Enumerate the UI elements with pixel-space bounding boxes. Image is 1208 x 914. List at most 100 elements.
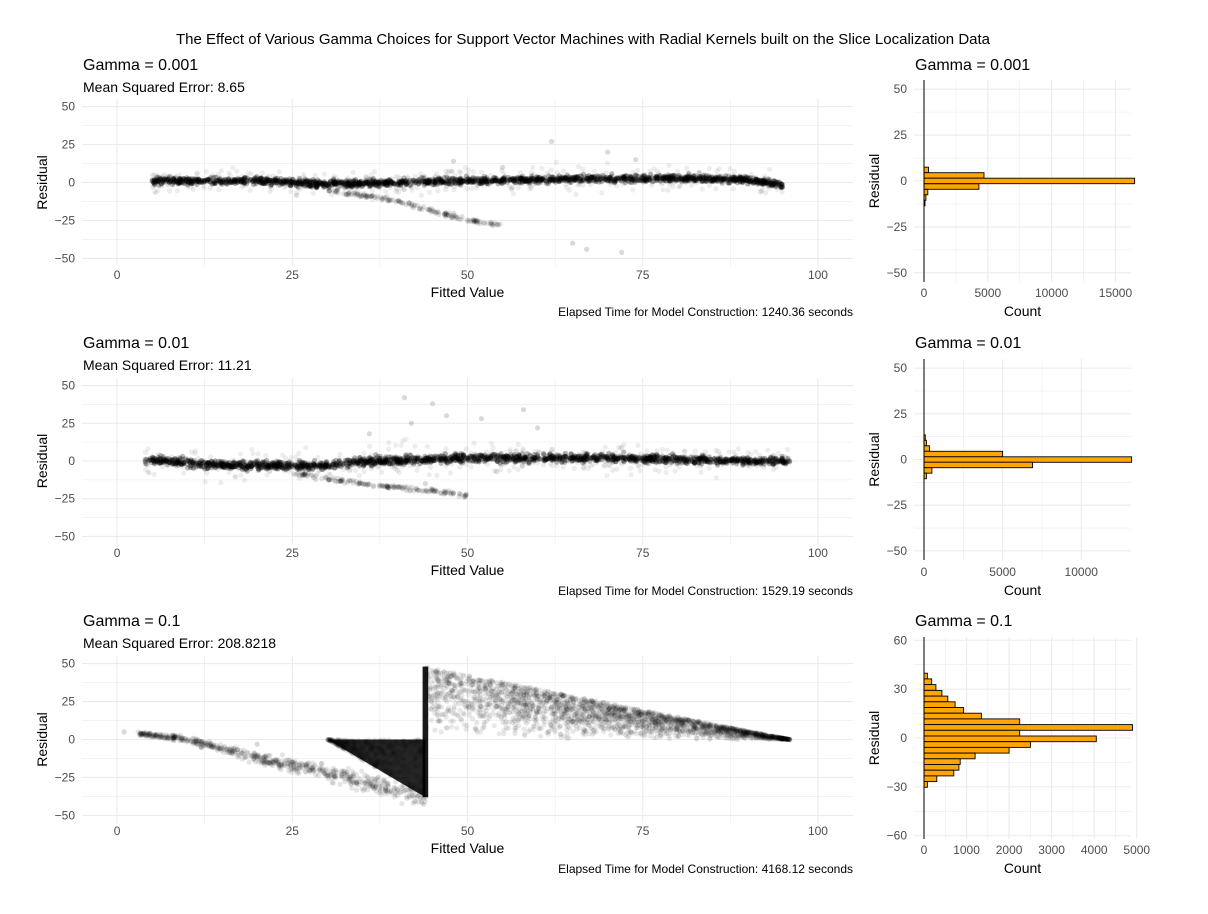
scatter-point bbox=[283, 179, 289, 185]
scatter-point bbox=[708, 174, 715, 180]
scatter-point bbox=[394, 454, 401, 461]
scatter-point bbox=[662, 173, 668, 179]
scatter-point bbox=[443, 413, 450, 419]
scatter-point bbox=[337, 463, 343, 469]
panel-caption: Elapsed Time for Model Construction: 152… bbox=[558, 584, 853, 598]
scatter-point bbox=[530, 459, 537, 465]
scatter-point bbox=[773, 464, 779, 470]
scatter-point bbox=[218, 179, 225, 186]
scatter-point bbox=[569, 175, 575, 181]
scatter-point bbox=[332, 179, 338, 185]
scatter-point bbox=[774, 180, 780, 186]
scatter-point bbox=[550, 454, 557, 460]
scatter-point bbox=[174, 176, 180, 182]
scatter-point bbox=[528, 177, 534, 183]
scatter-point bbox=[188, 184, 194, 190]
scatter-point bbox=[166, 459, 172, 466]
scatter-point bbox=[263, 452, 269, 459]
scatter-point bbox=[288, 454, 294, 460]
scatter-point bbox=[646, 177, 653, 183]
scatter-point bbox=[613, 177, 619, 183]
scatter-point bbox=[643, 176, 649, 182]
scatter-point bbox=[470, 168, 476, 174]
scatter-point bbox=[357, 480, 363, 486]
scatter-point bbox=[465, 179, 471, 185]
scatter-point bbox=[771, 452, 777, 458]
scatter-point bbox=[694, 180, 700, 186]
scatter-point bbox=[630, 176, 636, 182]
scatter-point bbox=[690, 453, 696, 459]
scatter-point bbox=[406, 452, 412, 458]
scatter-point bbox=[510, 191, 517, 197]
scatter-point bbox=[276, 169, 282, 175]
scatter-point bbox=[385, 484, 391, 490]
scatter-point bbox=[294, 180, 300, 186]
scatter-point bbox=[457, 464, 463, 470]
scatter-point bbox=[369, 465, 375, 472]
y-axis-label: Residual bbox=[34, 155, 50, 209]
scatter-point bbox=[775, 450, 782, 456]
scatter-point bbox=[478, 169, 485, 175]
scatter-point bbox=[575, 164, 582, 170]
scatter-point bbox=[344, 461, 350, 468]
scatter-point bbox=[666, 163, 672, 169]
scatter-point bbox=[484, 449, 490, 455]
scatter-point bbox=[585, 465, 591, 471]
scatter-point bbox=[602, 463, 608, 469]
scatter-point bbox=[358, 193, 364, 199]
scatter-point bbox=[330, 177, 336, 183]
scatter-point bbox=[497, 179, 504, 185]
scatter-point bbox=[591, 175, 597, 181]
scatter-point bbox=[526, 180, 533, 186]
scatter-point bbox=[748, 171, 754, 177]
scatter-point bbox=[263, 176, 270, 182]
scatter-point bbox=[709, 177, 715, 183]
scatter-point bbox=[337, 451, 343, 457]
scatter-point bbox=[369, 187, 375, 193]
scatter-point bbox=[510, 178, 516, 184]
scatter-point bbox=[649, 458, 655, 464]
scatter-point bbox=[562, 174, 569, 180]
scatter-point bbox=[521, 178, 528, 184]
scatter-point bbox=[469, 179, 476, 185]
scatter-point bbox=[537, 179, 543, 185]
scatter-point bbox=[710, 175, 716, 181]
y-tick-label: 0 bbox=[68, 176, 75, 190]
scatter-point bbox=[464, 179, 470, 185]
scatter-point bbox=[748, 181, 754, 187]
panel-title: Gamma = 0.01 bbox=[83, 335, 189, 352]
scatter-point bbox=[314, 184, 320, 191]
scatter-point bbox=[604, 473, 610, 479]
scatter-point bbox=[580, 449, 586, 455]
scatter-point bbox=[478, 416, 485, 422]
scatter-point bbox=[386, 446, 392, 452]
scatter-point bbox=[476, 176, 483, 182]
scatter-point bbox=[444, 183, 450, 189]
scatter-point bbox=[437, 177, 443, 183]
scatter-point bbox=[180, 178, 186, 185]
scatter-point bbox=[485, 177, 491, 183]
scatter-point bbox=[637, 468, 643, 474]
scatter-point bbox=[354, 183, 360, 189]
scatter-point bbox=[529, 170, 535, 176]
scatter-point bbox=[269, 182, 275, 188]
scatter-point bbox=[450, 175, 456, 181]
scatter-point bbox=[759, 180, 765, 186]
scatter-point bbox=[218, 180, 224, 186]
scatter-point bbox=[732, 454, 739, 460]
scatter-point bbox=[443, 446, 449, 452]
scatter-point bbox=[683, 177, 689, 183]
scatter-point bbox=[784, 446, 791, 452]
scatter-point bbox=[312, 172, 318, 178]
scatter-point bbox=[449, 175, 456, 181]
scatter-point bbox=[181, 180, 187, 186]
scatter-point bbox=[352, 176, 359, 183]
scatter-point bbox=[712, 455, 718, 461]
scatter-point bbox=[375, 180, 381, 186]
scatter-point bbox=[463, 492, 469, 498]
scatter-point bbox=[255, 451, 261, 457]
scatter-point bbox=[452, 183, 458, 190]
scatter-point bbox=[521, 407, 527, 413]
scatter-point bbox=[753, 174, 759, 180]
